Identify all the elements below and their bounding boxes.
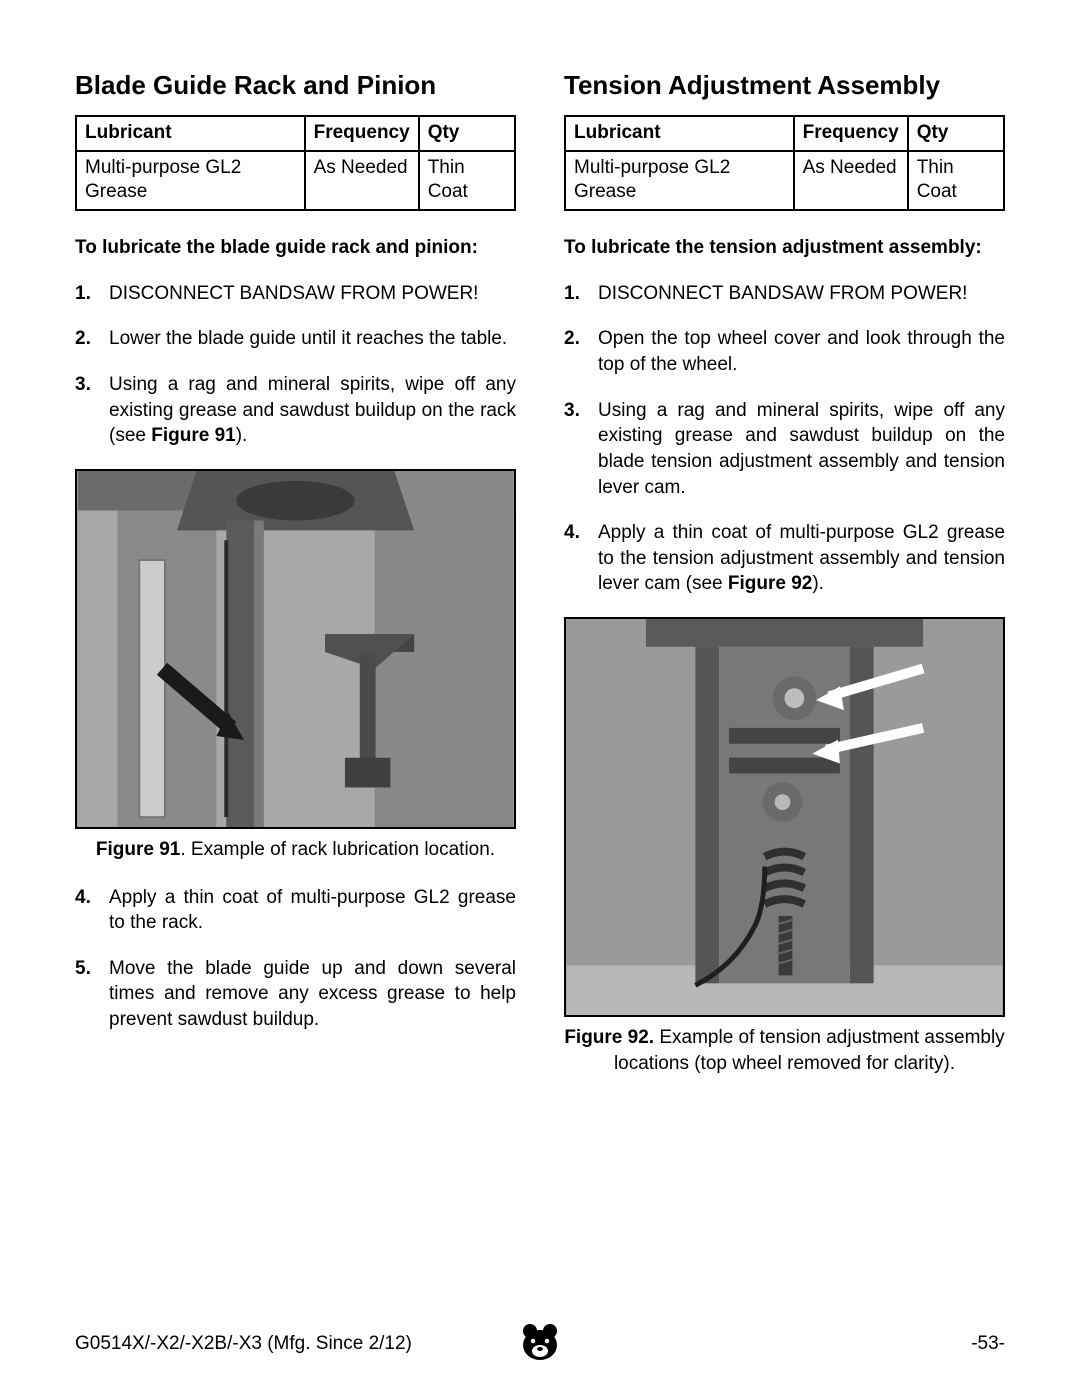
table-row: Multi-purpose GL2 Grease As Needed Thin …	[76, 151, 515, 210]
list-item: 3. Using a rag and mineral spirits, wipe…	[564, 398, 1005, 501]
right-steps-a: 1. DISCONNECT BANDSAW FROM POWER! 2. Ope…	[564, 281, 1005, 597]
td-frequency: As Needed	[305, 151, 419, 210]
footer-model: G0514X/-X2/-X2B/-X3 (Mfg. Since 2/12)	[75, 1333, 412, 1355]
th-lubricant: Lubricant	[565, 116, 794, 151]
step-number: 4.	[75, 885, 109, 936]
step-text-bold: Figure 91	[151, 425, 235, 446]
step-text: Using a rag and mineral spirits, wipe of…	[109, 372, 516, 449]
step-number: 1.	[75, 281, 109, 307]
step-number: 2.	[75, 326, 109, 352]
list-item: 4. Apply a thin coat of multi-purpose GL…	[75, 885, 516, 936]
page-content: Blade Guide Rack and Pinion Lubricant Fr…	[0, 0, 1080, 1148]
step-number: 5.	[75, 956, 109, 1033]
figcap-rest: . Example of rack lubrication location.	[180, 839, 495, 860]
left-heading: Blade Guide Rack and Pinion	[75, 70, 516, 101]
figure-91	[75, 469, 516, 829]
step-text: DISCONNECT BANDSAW FROM POWER!	[598, 281, 1005, 307]
figure-92-caption: Figure 92. Example of tension adjustment…	[564, 1025, 1005, 1076]
step-text: Apply a thin coat of multi-purpose GL2 g…	[109, 885, 516, 936]
step-text: DISCONNECT BANDSAW FROM POWER!	[109, 281, 516, 307]
step-text-bold: Figure 92	[728, 573, 812, 594]
td-qty: Thin Coat	[419, 151, 515, 210]
step-text: Move the blade guide up and down several…	[109, 956, 516, 1033]
left-lube-table: Lubricant Frequency Qty Multi-purpose GL…	[75, 115, 516, 211]
table-row: Lubricant Frequency Qty	[76, 116, 515, 151]
list-item: 4. Apply a thin coat of multi-purpose GL…	[564, 520, 1005, 597]
step-number: 4.	[564, 520, 598, 597]
td-frequency: As Needed	[794, 151, 908, 210]
td-qty: Thin Coat	[908, 151, 1004, 210]
footer-page-number: -53-	[971, 1333, 1005, 1355]
left-column: Blade Guide Rack and Pinion Lubricant Fr…	[75, 70, 516, 1098]
step-text-post: ).	[812, 573, 824, 594]
td-lubricant: Multi-purpose GL2 Grease	[76, 151, 305, 210]
left-instruction-heading: To lubricate the blade guide rack and pi…	[75, 235, 516, 261]
step-text: Lower the blade guide until it reaches t…	[109, 326, 516, 352]
right-lube-table: Lubricant Frequency Qty Multi-purpose GL…	[564, 115, 1005, 211]
list-item: 1. DISCONNECT BANDSAW FROM POWER!	[75, 281, 516, 307]
th-frequency: Frequency	[305, 116, 419, 151]
step-text: Apply a thin coat of multi-purpose GL2 g…	[598, 520, 1005, 597]
figure-91-caption: Figure 91. Example of rack lubrication l…	[75, 837, 516, 863]
list-item: 3. Using a rag and mineral spirits, wipe…	[75, 372, 516, 449]
page-footer: G0514X/-X2/-X2B/-X3 (Mfg. Since 2/12) -5…	[75, 1333, 1005, 1355]
left-steps-b: 4. Apply a thin coat of multi-purpose GL…	[75, 885, 516, 1033]
table-row: Multi-purpose GL2 Grease As Needed Thin …	[565, 151, 1004, 210]
th-lubricant: Lubricant	[76, 116, 305, 151]
step-text: Open the top wheel cover and look throug…	[598, 326, 1005, 377]
table-row: Lubricant Frequency Qty	[565, 116, 1004, 151]
figure-92-svg	[566, 619, 1003, 1015]
bear-logo-icon	[518, 1321, 562, 1367]
step-number: 3.	[75, 372, 109, 449]
td-lubricant: Multi-purpose GL2 Grease	[565, 151, 794, 210]
step-number: 2.	[564, 326, 598, 377]
figcap-bold: Figure 91	[96, 839, 180, 860]
left-steps-a: 1. DISCONNECT BANDSAW FROM POWER! 2. Low…	[75, 281, 516, 449]
figure-92	[564, 617, 1005, 1017]
figcap-rest: Example of tension adjustment assembly l…	[614, 1027, 1005, 1074]
step-number: 3.	[564, 398, 598, 501]
th-qty: Qty	[908, 116, 1004, 151]
list-item: 1. DISCONNECT BANDSAW FROM POWER!	[564, 281, 1005, 307]
list-item: 2. Open the top wheel cover and look thr…	[564, 326, 1005, 377]
right-heading: Tension Adjustment Assembly	[564, 70, 1005, 101]
figure-91-svg	[77, 471, 514, 827]
right-column: Tension Adjustment Assembly Lubricant Fr…	[564, 70, 1005, 1098]
step-text: Using a rag and mineral spirits, wipe of…	[598, 398, 1005, 501]
right-instruction-heading: To lubricate the tension adjustment asse…	[564, 235, 1005, 261]
th-qty: Qty	[419, 116, 515, 151]
figcap-bold: Figure 92.	[564, 1027, 654, 1048]
list-item: 5. Move the blade guide up and down seve…	[75, 956, 516, 1033]
step-number: 1.	[564, 281, 598, 307]
step-text-post: ).	[236, 425, 248, 446]
list-item: 2. Lower the blade guide until it reache…	[75, 326, 516, 352]
th-frequency: Frequency	[794, 116, 908, 151]
